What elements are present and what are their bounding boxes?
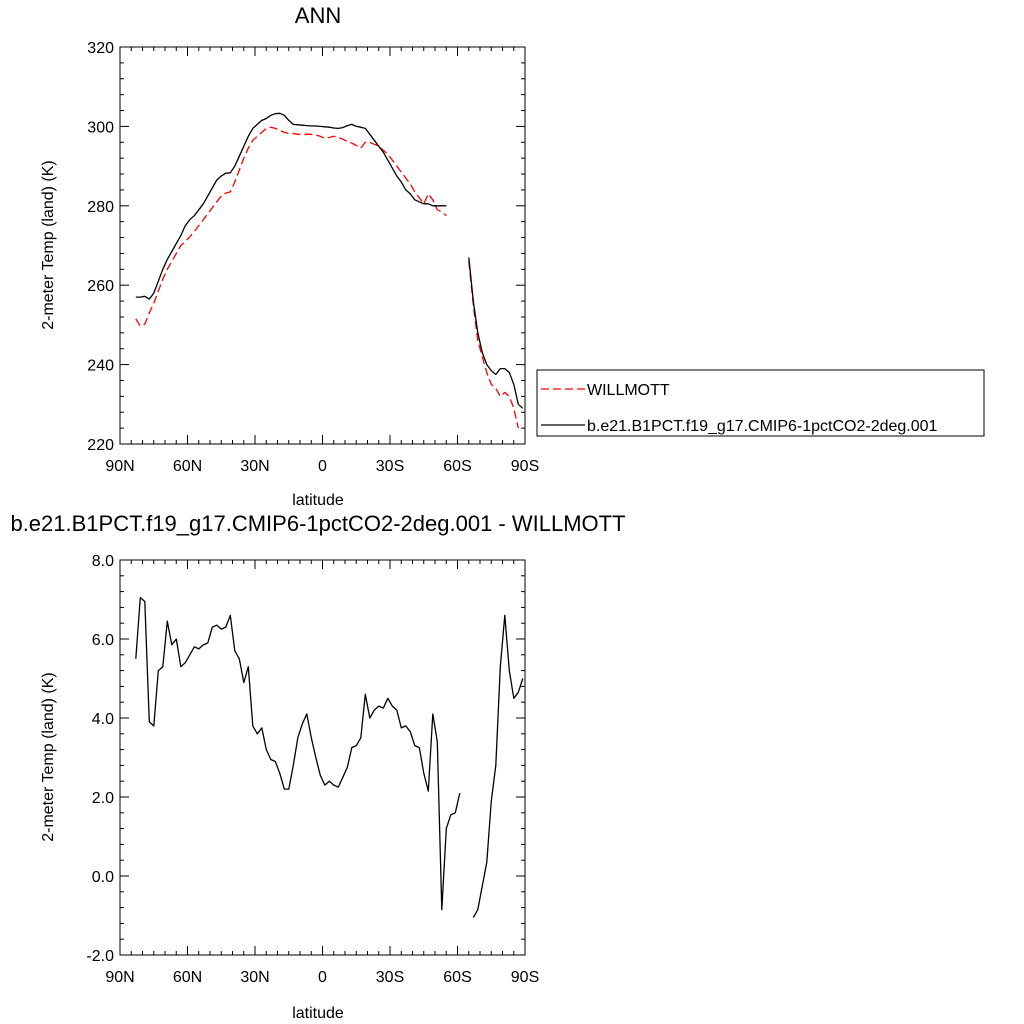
x-tick-label: 90N	[105, 458, 134, 475]
legend-entry-model: b.e21.B1PCT.f19_g17.CMIP6-1pctCO2-2deg.0…	[587, 418, 938, 435]
x-tick-label: 60N	[173, 969, 202, 986]
x-tick-label: 90N	[105, 969, 134, 986]
series-line-0-segment-1	[472, 614, 524, 918]
x-tick-label: 30S	[376, 969, 404, 986]
bottom-panel-title: b.e21.B1PCT.f19_g17.CMIP6-1pctCO2-2deg.0…	[10, 511, 625, 536]
y-tick-label: 320	[87, 40, 114, 57]
x-tick-label: 0	[318, 458, 327, 475]
top-panel-title: ANN	[295, 3, 341, 28]
series-line-0-segment-0	[135, 596, 461, 911]
y-tick-label: 4.0	[92, 711, 114, 728]
top-y-axis-label: 2-meter Temp (land) (K)	[40, 160, 57, 330]
legend: WILLMOTT b.e21.B1PCT.f19_g17.CMIP6-1pctC…	[536, 369, 985, 437]
x-tick-label: 30N	[240, 969, 269, 986]
y-tick-label: 260	[87, 278, 114, 295]
x-tick-label: 30N	[240, 458, 269, 475]
bottom-panel: b.e21.B1PCT.f19_g17.CMIP6-1pctCO2-2deg.0…	[10, 511, 625, 1022]
y-tick-label: 240	[87, 358, 114, 375]
x-tick-label: 0	[318, 969, 327, 986]
x-tick-label: 60S	[443, 969, 471, 986]
x-tick-label: 90S	[511, 458, 539, 475]
legend-frame	[536, 369, 985, 437]
y-tick-label: 2.0	[92, 790, 114, 807]
y-tick-label: -2.0	[86, 948, 114, 965]
y-tick-label: 300	[87, 119, 114, 136]
y-tick-label: 8.0	[92, 553, 114, 570]
series-line-0-segment-1	[468, 261, 519, 429]
top-x-ticks: 90N 60N 30N 0 30S 60S 90S	[105, 47, 539, 475]
y-tick-label: 6.0	[92, 632, 114, 649]
y-tick-label: 0.0	[92, 869, 114, 886]
y-tick-label: 280	[87, 199, 114, 216]
top-panel: ANN 90N 60N 30N 0 30S 60S 90S 220 240 260 280 300 3…	[40, 3, 539, 509]
bottom-plot-frame	[119, 559, 526, 956]
y-tick-label: 220	[87, 437, 114, 454]
bottom-x-ticks: 90N 60N 30N 0 30S 60S 90S	[105, 560, 539, 986]
series-line-1-segment-0	[135, 112, 447, 300]
x-tick-label: 60S	[443, 458, 471, 475]
bottom-y-ticks: -2.0 0.0 2.0 4.0 6.0 8.0	[86, 553, 525, 965]
series-line-0-segment-0	[135, 126, 447, 327]
bottom-series-lines	[135, 596, 524, 918]
x-tick-label: 60N	[173, 458, 202, 475]
bottom-y-axis-label: 2-meter Temp (land) (K)	[40, 672, 57, 842]
bottom-x-axis-label: latitude	[292, 1005, 344, 1022]
series-line-1-segment-1	[468, 257, 524, 409]
x-tick-label: 90S	[511, 969, 539, 986]
legend-entry-willmott: WILLMOTT	[587, 382, 670, 399]
x-tick-label: 30S	[376, 458, 404, 475]
top-series-lines	[135, 112, 524, 429]
top-x-axis-label: latitude	[292, 492, 344, 509]
top-y-ticks: 220 240 260 280 300 320	[87, 40, 525, 454]
